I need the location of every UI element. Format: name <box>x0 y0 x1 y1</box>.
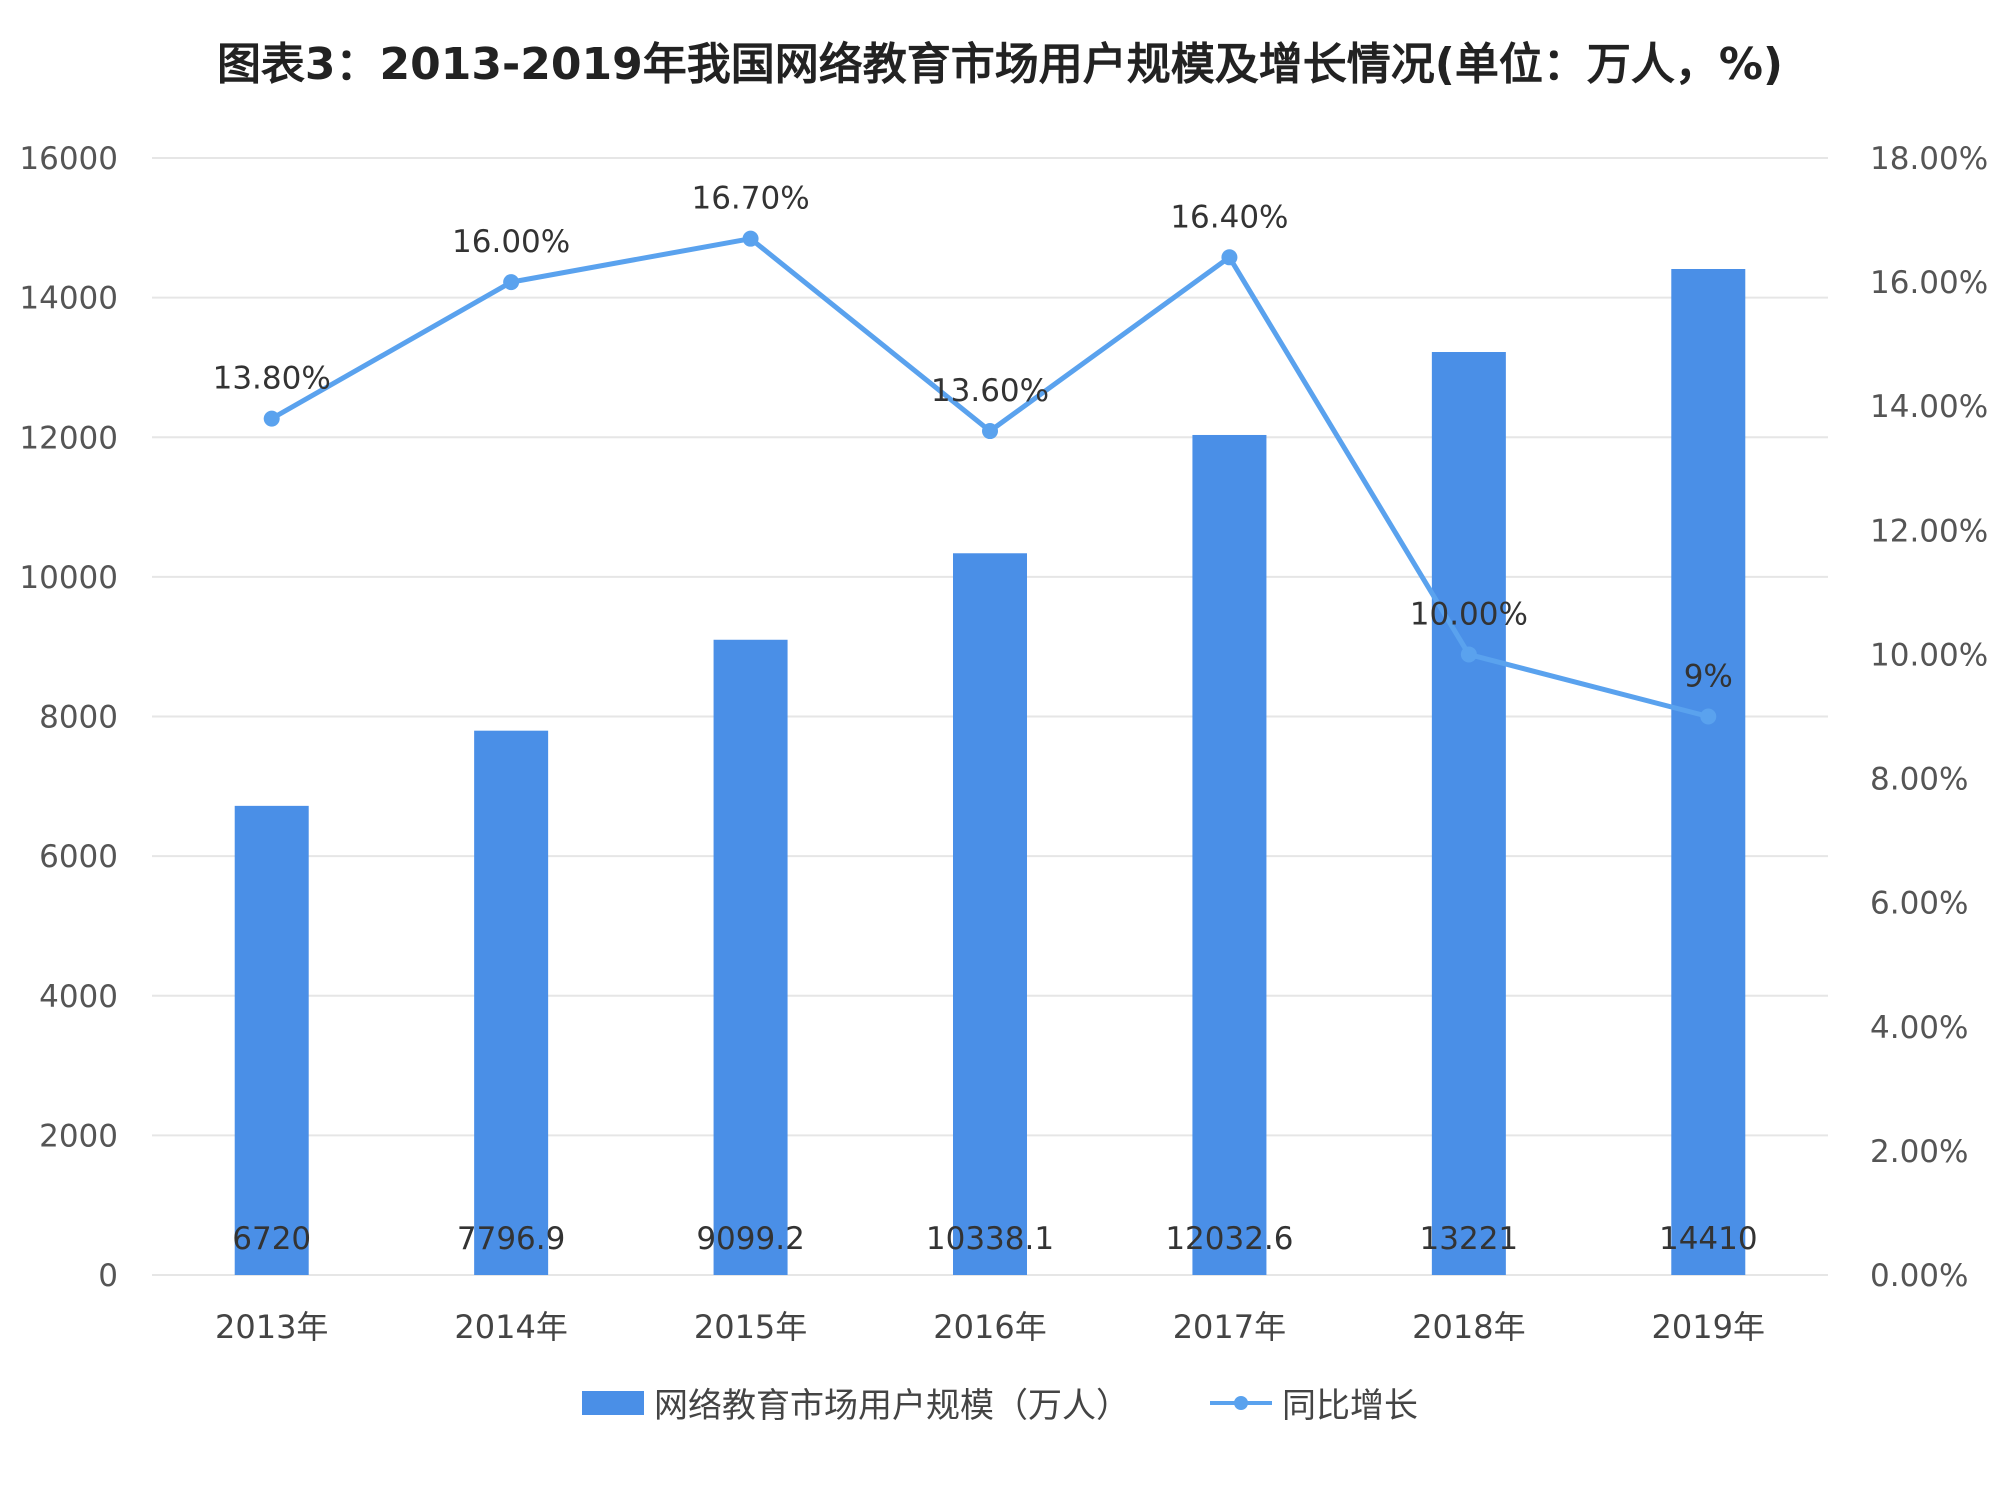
right-tick-label: 8.00% <box>1870 762 1968 798</box>
x-tick-label: 2016年 <box>933 1308 1046 1346</box>
bar-value-label: 7796.9 <box>457 1221 565 1257</box>
x-axis: 2013年 2014年 2015年 2016年 2017年 2018年 2019年 <box>215 1308 1765 1346</box>
right-tick-label: 14.00% <box>1870 389 1988 425</box>
growth-value-label: 9% <box>1684 659 1733 695</box>
growth-value-label: 13.80% <box>213 361 331 397</box>
bar <box>953 553 1027 1275</box>
bar-value-label: 13221 <box>1420 1221 1519 1257</box>
left-tick-label: 6000 <box>39 839 118 875</box>
right-y-axis: 0.00% 2.00% 4.00% 6.00% 8.00% 10.00% 12.00% 14.… <box>1870 141 1988 1294</box>
right-tick-label: 16.00% <box>1870 265 1988 301</box>
left-y-axis: 0 2000 4000 6000 8000 10000 12000 14000 16000 <box>19 141 118 1294</box>
bar-value-label: 12032.6 <box>1165 1221 1293 1257</box>
x-tick-label: 2015年 <box>694 1308 807 1346</box>
bar <box>234 805 309 1275</box>
growth-value-label: 13.60% <box>931 373 1049 409</box>
right-tick-label: 12.00% <box>1870 513 1988 549</box>
right-tick-label: 10.00% <box>1870 637 1988 673</box>
growth-value-label: 16.40% <box>1170 199 1288 235</box>
right-tick-label: 0.00% <box>1870 1258 1968 1294</box>
left-tick-label: 10000 <box>19 560 118 596</box>
growth-point <box>503 274 520 291</box>
right-tick-label: 2.00% <box>1870 1134 1968 1170</box>
growth-point <box>982 423 998 440</box>
growth-point <box>263 410 280 427</box>
bar <box>713 639 788 1275</box>
growth-point <box>1700 708 1717 725</box>
growth-point <box>1221 249 1238 266</box>
x-tick-label: 2018年 <box>1412 1308 1525 1346</box>
growth-value-label: 16.00% <box>452 224 570 260</box>
bar-value-label: 14410 <box>1659 1221 1758 1257</box>
bar <box>1192 434 1267 1275</box>
bar <box>1671 269 1746 1276</box>
growth-value-label: 16.70% <box>691 181 809 217</box>
legend-label-users: 网络教育市场用户规模（万人） <box>654 1386 1130 1426</box>
legend: 网络教育市场用户规模（万人） 同比增长 <box>0 1378 2000 1427</box>
right-tick-label: 6.00% <box>1870 886 1968 922</box>
growth-point <box>1460 646 1477 663</box>
legend-bar-swatch <box>582 1390 644 1415</box>
x-tick-label: 2017年 <box>1173 1308 1286 1346</box>
x-tick-label: 2019年 <box>1652 1308 1765 1346</box>
bar-value-label: 10338.1 <box>926 1221 1054 1257</box>
bar-series: 6720 7796.9 9099.2 10338.1 12032.6 13221 14410 <box>232 269 1758 1276</box>
right-tick-label: 4.00% <box>1870 1010 1968 1046</box>
legend-label-growth: 同比增长 <box>1282 1386 1418 1426</box>
chart-title: 图表3：2013-2019年我国网络教育市场用户规模及增长情况(单位：万人，%) <box>216 39 1784 90</box>
legend-item-growth: 同比增长 <box>1210 1378 1418 1427</box>
left-tick-label: 8000 <box>39 700 118 736</box>
growth-value-label: 10.00% <box>1410 596 1528 632</box>
left-tick-label: 16000 <box>19 141 118 177</box>
left-tick-label: 14000 <box>19 281 118 317</box>
bar <box>1431 352 1506 1276</box>
left-tick-label: 2000 <box>39 1118 118 1154</box>
growth-point <box>742 230 759 247</box>
bar <box>474 730 549 1275</box>
bar-value-label: 9099.2 <box>696 1221 804 1257</box>
right-tick-label: 18.00% <box>1870 141 1988 177</box>
x-tick-label: 2013年 <box>215 1308 328 1346</box>
x-tick-label: 2014年 <box>454 1308 567 1346</box>
legend-item-users: 网络教育市场用户规模（万人） <box>582 1378 1130 1427</box>
left-tick-label: 12000 <box>19 420 118 456</box>
line-series: 13.80% 16.00% 16.70% 13.60% 16.40% 10.00% 9% <box>213 181 1733 725</box>
left-tick-label: 4000 <box>39 979 118 1015</box>
left-tick-label: 0 <box>98 1258 118 1294</box>
legend-line-swatch <box>1210 1391 1272 1415</box>
bar-value-label: 6720 <box>232 1221 311 1257</box>
